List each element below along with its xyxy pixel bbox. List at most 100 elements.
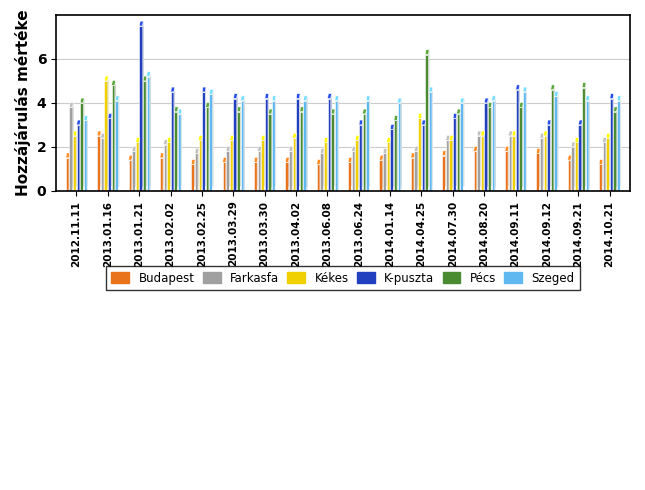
Polygon shape (257, 151, 261, 191)
Polygon shape (547, 125, 550, 191)
Polygon shape (355, 140, 359, 191)
Polygon shape (174, 87, 175, 191)
Polygon shape (578, 138, 579, 191)
Polygon shape (547, 131, 548, 191)
Polygon shape (166, 140, 168, 191)
Legend: Budapest, Farkasfa, Kékes, K-puszta, Pécs, Szeged: Budapest, Farkasfa, Kékes, K-puszta, Péc… (106, 266, 580, 291)
Polygon shape (181, 109, 182, 191)
Polygon shape (254, 162, 257, 191)
Polygon shape (613, 112, 617, 191)
Polygon shape (383, 153, 386, 191)
Polygon shape (101, 138, 104, 191)
Polygon shape (240, 107, 241, 191)
Polygon shape (568, 160, 571, 191)
Polygon shape (362, 109, 366, 114)
Polygon shape (348, 162, 352, 191)
Polygon shape (143, 76, 147, 81)
Polygon shape (285, 162, 288, 191)
Polygon shape (415, 151, 417, 191)
Polygon shape (198, 148, 199, 191)
Polygon shape (387, 138, 391, 143)
Polygon shape (366, 96, 370, 101)
Polygon shape (586, 96, 590, 101)
Polygon shape (359, 125, 362, 191)
Polygon shape (450, 140, 453, 191)
Polygon shape (488, 102, 492, 107)
Polygon shape (547, 120, 551, 125)
Polygon shape (73, 136, 76, 191)
Polygon shape (417, 147, 419, 191)
Polygon shape (589, 96, 590, 191)
Polygon shape (554, 92, 559, 97)
Polygon shape (382, 155, 383, 191)
Polygon shape (421, 114, 422, 191)
Polygon shape (519, 107, 522, 191)
Polygon shape (209, 102, 210, 191)
Polygon shape (508, 147, 509, 191)
Polygon shape (320, 160, 321, 191)
Polygon shape (303, 101, 306, 191)
Polygon shape (272, 96, 276, 101)
Polygon shape (473, 147, 477, 151)
Polygon shape (135, 147, 136, 191)
Polygon shape (575, 138, 579, 143)
Polygon shape (268, 109, 272, 114)
Polygon shape (519, 85, 520, 191)
Polygon shape (241, 101, 244, 191)
Polygon shape (66, 153, 70, 158)
Polygon shape (557, 92, 559, 191)
Polygon shape (210, 94, 212, 191)
Polygon shape (415, 147, 419, 151)
Polygon shape (523, 87, 527, 92)
Polygon shape (289, 147, 293, 151)
Polygon shape (516, 90, 519, 191)
Polygon shape (101, 133, 104, 138)
Polygon shape (393, 124, 394, 191)
Polygon shape (104, 76, 108, 81)
Polygon shape (505, 147, 509, 151)
Polygon shape (108, 118, 111, 191)
Polygon shape (210, 89, 213, 94)
Polygon shape (171, 92, 174, 191)
Polygon shape (146, 76, 150, 191)
Polygon shape (516, 85, 520, 90)
Polygon shape (135, 143, 139, 191)
Polygon shape (477, 131, 481, 136)
Polygon shape (432, 87, 433, 191)
Polygon shape (414, 153, 415, 191)
Polygon shape (265, 94, 269, 98)
Polygon shape (536, 153, 539, 191)
Polygon shape (268, 114, 272, 191)
Polygon shape (112, 80, 115, 85)
Polygon shape (192, 165, 194, 191)
Polygon shape (317, 165, 320, 191)
Polygon shape (84, 116, 88, 121)
Polygon shape (328, 98, 331, 191)
Polygon shape (519, 102, 523, 107)
Polygon shape (508, 131, 513, 136)
Polygon shape (289, 151, 292, 191)
Polygon shape (613, 94, 614, 191)
Polygon shape (571, 142, 575, 147)
Polygon shape (579, 125, 582, 191)
Polygon shape (237, 112, 240, 191)
Polygon shape (348, 157, 352, 162)
Polygon shape (544, 131, 548, 136)
Polygon shape (383, 148, 387, 153)
Polygon shape (87, 116, 88, 191)
Polygon shape (394, 116, 398, 121)
Polygon shape (80, 103, 83, 191)
Polygon shape (132, 151, 135, 191)
Polygon shape (265, 98, 268, 191)
Polygon shape (195, 153, 198, 191)
Polygon shape (522, 102, 523, 191)
Polygon shape (321, 153, 324, 191)
Polygon shape (328, 94, 332, 98)
Polygon shape (233, 98, 237, 191)
Polygon shape (104, 81, 108, 191)
Polygon shape (491, 96, 495, 101)
Polygon shape (334, 109, 335, 191)
Polygon shape (488, 107, 491, 191)
Polygon shape (257, 147, 261, 151)
Polygon shape (223, 157, 226, 162)
